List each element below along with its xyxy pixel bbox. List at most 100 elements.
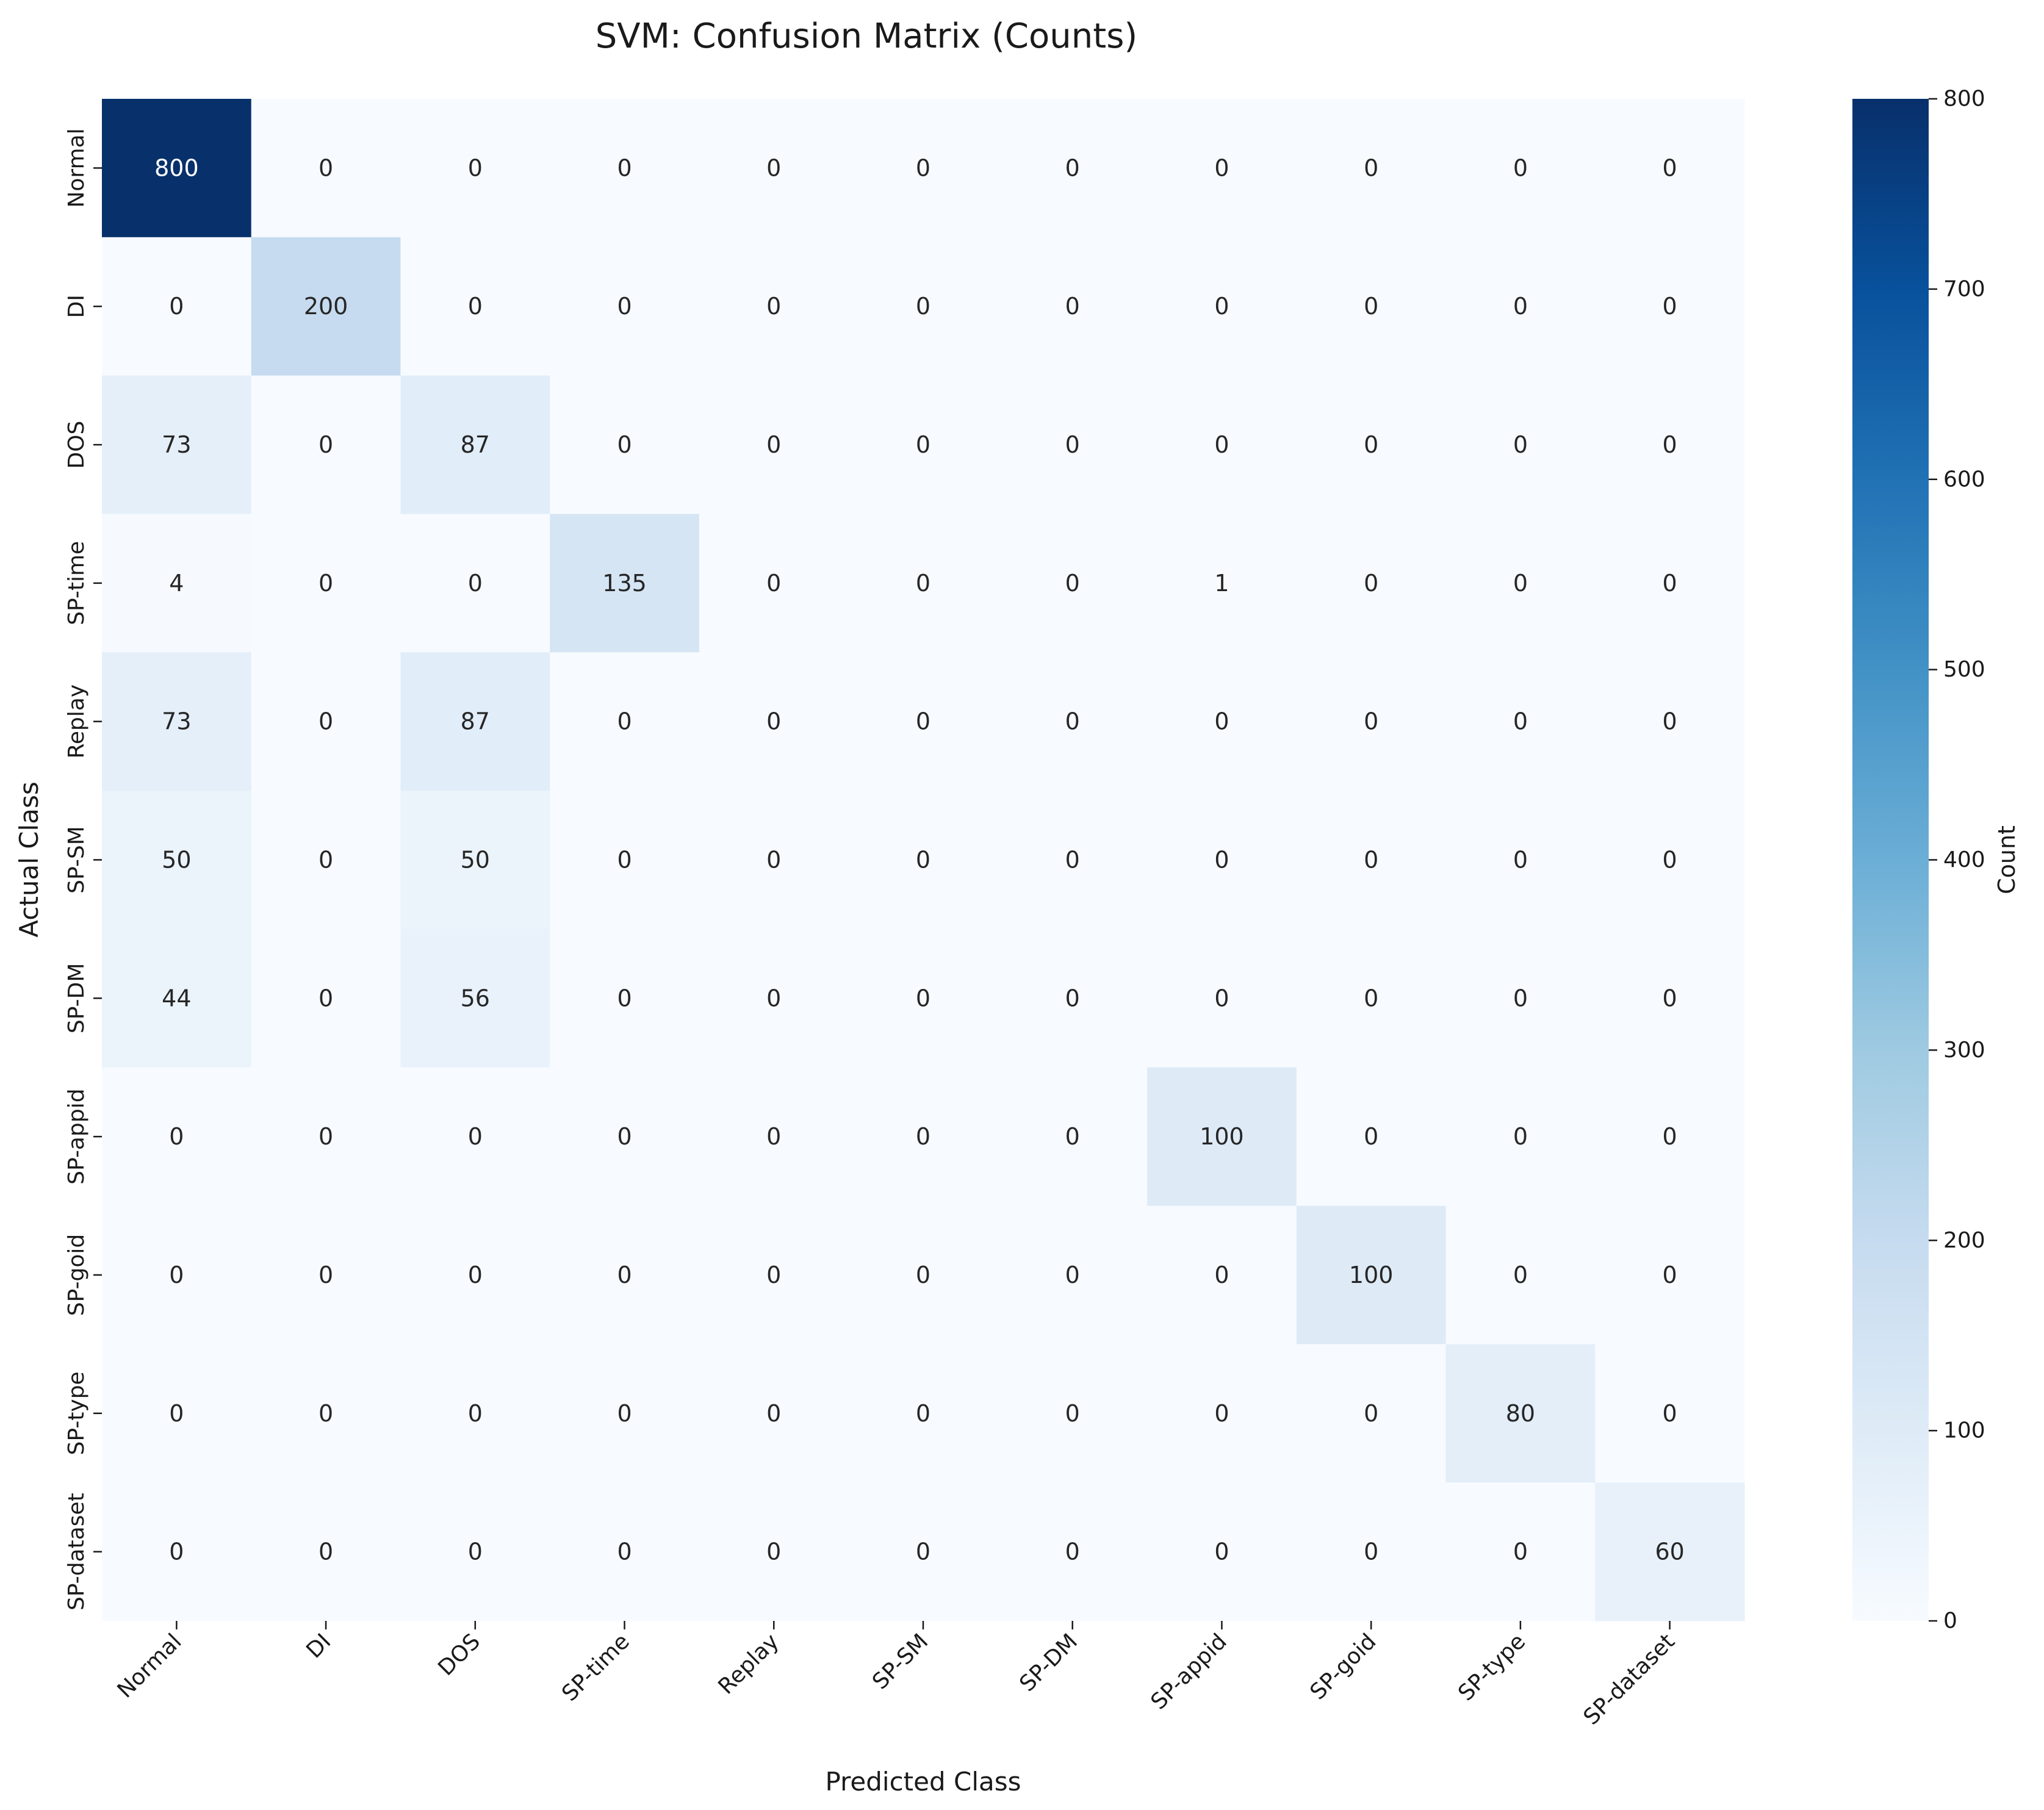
heatmap-cell	[1445, 652, 1596, 791]
cell-value-label: 0	[916, 847, 930, 874]
cell-value-label: 0	[169, 293, 184, 320]
cell-value-label: 0	[1663, 1123, 1677, 1150]
cell-value-label: 44	[162, 985, 191, 1011]
cell-value-label: 0	[1513, 1123, 1528, 1150]
heatmap-cell	[1595, 99, 1745, 238]
cell-value-label: 0	[1364, 431, 1378, 458]
heatmap-cell	[699, 1205, 849, 1345]
cell-value-label: 0	[1513, 708, 1528, 735]
heatmap-cell	[1595, 514, 1745, 653]
heatmap-cell	[1147, 1482, 1297, 1621]
heatmap-cell	[1595, 928, 1745, 1068]
cell-value-label: 80	[1506, 1400, 1535, 1427]
colorbar-scale	[1852, 99, 1929, 1621]
cell-value-label: 0	[766, 1539, 781, 1565]
heatmap-cell	[1296, 1067, 1447, 1207]
heatmap-cell	[699, 237, 849, 376]
y-tick-label: Replay	[64, 684, 89, 759]
heatmap-cell	[1595, 1482, 1745, 1621]
cell-value-label: 0	[766, 154, 781, 181]
x-tick-label: DI	[301, 1629, 336, 1663]
heatmap-cell	[998, 1205, 1148, 1345]
cell-value-label: 0	[1214, 1539, 1229, 1565]
heatmap-cell	[1445, 1205, 1596, 1345]
heatmap-cell	[1445, 99, 1596, 238]
heatmap-cell	[550, 514, 700, 653]
heatmap-cell	[1595, 237, 1745, 376]
heatmap-cell	[550, 1344, 700, 1483]
y-axis: Normal DI DOS SP-time Replay SP-SM SP-DM SP-app…	[64, 128, 102, 1611]
cell-value-label: 0	[1663, 985, 1677, 1011]
y-axis-label: Actual Class	[14, 781, 44, 937]
heatmap-cell	[1147, 928, 1297, 1068]
heatmap-cell	[1445, 1344, 1596, 1483]
y-tick-label: SP-goid	[64, 1234, 89, 1316]
heatmap-cell	[998, 514, 1148, 653]
cell-value-label: 87	[461, 708, 490, 735]
cell-value-label: 0	[1364, 293, 1378, 320]
cell-value-label: 0	[766, 431, 781, 458]
cell-value-label: 0	[1513, 570, 1528, 597]
cell-value-label: 0	[1364, 708, 1378, 735]
cell-value-label: 0	[1663, 154, 1677, 181]
cell-value-label: 0	[617, 985, 632, 1011]
x-axis-label: Predicted Class	[825, 1767, 1021, 1797]
x-tick-label: SP-type	[1453, 1629, 1530, 1706]
cell-value-label: 0	[318, 154, 333, 181]
colorbar-tick-label: 300	[1943, 1038, 1985, 1063]
cell-value-label: 73	[162, 431, 191, 458]
heatmap-cell	[1445, 1067, 1596, 1207]
cell-value-label: 0	[1513, 154, 1528, 181]
heatmap-cell	[1147, 1067, 1297, 1207]
x-tick-label: DOS	[433, 1629, 485, 1681]
heatmap-cell	[400, 791, 550, 930]
cell-value-label: 0	[1214, 1400, 1229, 1427]
cell-value-label: 0	[318, 985, 333, 1011]
cell-value-label: 0	[318, 1123, 333, 1150]
cell-value-label: 0	[468, 1400, 483, 1427]
cell-value-label: 0	[1065, 1400, 1080, 1427]
cell-value-label: 0	[1214, 293, 1229, 320]
cell-value-label: 0	[1513, 293, 1528, 320]
heatmap-cell	[1296, 1344, 1447, 1483]
cell-value-label: 0	[1065, 570, 1080, 597]
heatmap-cell	[400, 99, 550, 238]
heatmap-cell	[1445, 375, 1596, 515]
x-tick-label: Replay	[714, 1629, 784, 1699]
heatmap-cell	[400, 928, 550, 1068]
cell-value-label: 0	[1364, 1123, 1378, 1150]
cell-value-label: 1	[1214, 570, 1229, 597]
heatmap-cell	[998, 1067, 1148, 1207]
heatmap-cell	[1595, 375, 1745, 515]
heatmap-cell	[1296, 652, 1447, 791]
cell-value-label: 0	[1065, 293, 1080, 320]
heatmap-cell	[251, 1205, 401, 1345]
heatmap-cell	[550, 1067, 700, 1207]
cell-value-label: 0	[916, 293, 930, 320]
heatmap-cell	[1296, 99, 1447, 238]
cell-value-label: 0	[766, 985, 781, 1011]
heatmap-cell	[550, 99, 700, 238]
cell-value-label: 0	[766, 570, 781, 597]
heatmap-cell	[848, 237, 998, 376]
heatmap-cell	[550, 652, 700, 791]
heatmap-cell	[102, 1344, 252, 1483]
heatmap-cell	[102, 1205, 252, 1345]
heatmap-cell	[102, 1482, 252, 1621]
cell-value-label: 0	[766, 847, 781, 874]
heatmap-cell	[1296, 791, 1447, 930]
cell-value-label: 0	[766, 1262, 781, 1288]
cell-value-label: 0	[617, 847, 632, 874]
heatmap-cell	[102, 1067, 252, 1207]
x-axis: Normal DI DOS SP-time Replay SP-SM SP-DM SP-app…	[113, 1621, 1680, 1730]
heatmap-cell	[102, 928, 252, 1068]
heatmap-cell	[400, 1067, 550, 1207]
heatmap-cell	[998, 1482, 1148, 1621]
colorbar-tick-label: 100	[1943, 1418, 1985, 1443]
cell-value-label: 0	[1513, 847, 1528, 874]
cell-value-label: 0	[766, 1400, 781, 1427]
cell-value-label: 0	[1364, 985, 1378, 1011]
cell-value-label: 0	[318, 1262, 333, 1288]
cell-value-label: 0	[318, 847, 333, 874]
cell-value-label: 0	[1065, 847, 1080, 874]
